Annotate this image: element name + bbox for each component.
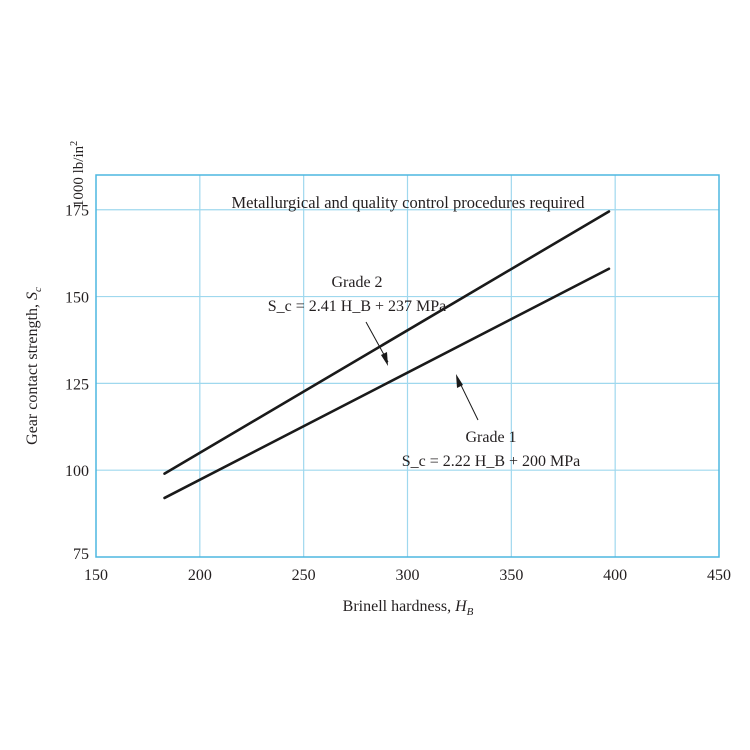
grade-1-pointer <box>457 378 479 421</box>
series-layer <box>163 210 611 500</box>
y-tick-label: 150 <box>65 290 89 307</box>
grid <box>96 175 719 557</box>
y-axis-unit: 1000 lb/in2 <box>69 141 87 207</box>
x-tick-label: 450 <box>707 567 731 584</box>
grade-2-formula: S_c = 2.41 H_B + 237 MPa <box>268 298 447 315</box>
x-tick-label: 400 <box>603 567 627 584</box>
chart-title: Metallurgical and quality control proced… <box>232 193 586 212</box>
y-tick-label: 100 <box>65 463 89 480</box>
x-tick-label: 350 <box>499 567 523 584</box>
x-axis-label: Brinell hardness, HB <box>343 598 474 618</box>
x-tick-label: 300 <box>396 567 420 584</box>
grade-1-arrowhead <box>456 374 463 388</box>
grade-1-formula: S_c = 2.22 H_B + 200 MPa <box>402 453 581 470</box>
grade-2-arrowhead <box>381 352 388 366</box>
x-tick-label: 250 <box>292 567 316 584</box>
series-line-grade-1 <box>163 267 611 500</box>
plot-frame <box>95 174 720 558</box>
y-tick-label: 175 <box>65 203 89 220</box>
y-tick-label: 125 <box>65 376 89 393</box>
series-line-grade-2 <box>163 210 611 475</box>
y-axis-label: Gear contact strength, Sc <box>24 287 44 445</box>
grade-2-label: Grade 2 <box>331 274 382 291</box>
grade-1-label: Grade 1 <box>465 429 516 446</box>
x-tick-label: 200 <box>188 567 212 584</box>
tick-labels: 150 200 250 300 350 400 450 75 100 125 150 175 <box>65 203 731 584</box>
y-tick-label: 75 <box>73 546 89 563</box>
x-tick-label: 150 <box>84 567 108 584</box>
